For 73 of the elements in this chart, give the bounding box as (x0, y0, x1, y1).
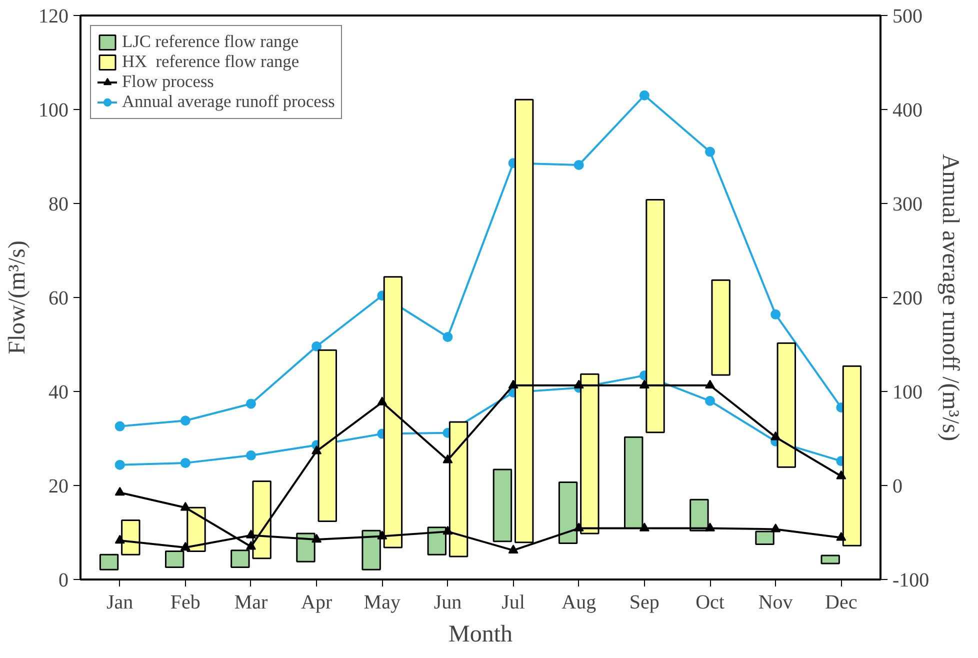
y2-tick-label: 500 (892, 6, 922, 28)
point (246, 540, 256, 550)
point (114, 534, 125, 544)
y2-axis-title: Annual average runoff /(m³/s) (937, 154, 964, 442)
point (705, 522, 716, 532)
bar (820, 554, 840, 564)
x-tick-label: May (364, 592, 400, 614)
y2-tick-label: 200 (892, 288, 922, 310)
point (442, 526, 453, 535)
point (312, 534, 322, 543)
point (180, 458, 190, 468)
point (180, 416, 190, 426)
x-tick-label: Nov (758, 592, 793, 614)
point (508, 544, 518, 554)
y2-tick-label: 100 (892, 382, 922, 404)
point (705, 146, 716, 157)
x-tick-label: Apr (301, 592, 332, 614)
y2-tick-label: -100 (892, 570, 930, 592)
point (114, 486, 125, 496)
point (246, 398, 256, 409)
point (246, 450, 256, 460)
point (377, 396, 388, 406)
point (508, 380, 518, 388)
point (574, 522, 584, 532)
point (639, 380, 650, 388)
y2-tick-label: 300 (892, 194, 922, 216)
y-tick-label: 120 (38, 6, 68, 28)
point (770, 431, 781, 440)
point (836, 470, 846, 480)
x-tick-label: Jun (434, 592, 462, 614)
point (180, 502, 190, 511)
x-tick-label: Jul (502, 592, 526, 614)
y2-tick-label: 400 (892, 100, 922, 122)
point (312, 341, 322, 352)
y-tick-label: 40 (48, 382, 68, 404)
point (442, 332, 453, 342)
y-tick-label: 100 (38, 100, 68, 122)
point (442, 454, 453, 464)
y-axis-title: Flow/(m³/s) (4, 240, 30, 354)
point (312, 445, 322, 454)
y-tick-label: 0 (58, 570, 68, 592)
point (836, 532, 846, 541)
legend-label: Annual average runoff process (122, 92, 335, 112)
x-tick-label: Sep (629, 592, 660, 614)
x-tick-label: Feb (170, 592, 200, 614)
x-axis-title: Month (448, 622, 513, 648)
point (705, 380, 716, 388)
point (114, 460, 125, 470)
legend-label: Flow process (122, 72, 214, 92)
point (180, 542, 190, 551)
point (574, 380, 584, 388)
y-tick-label: 20 (48, 476, 68, 498)
point (114, 421, 125, 432)
point (377, 530, 388, 540)
legend-label: LJC reference flow range (122, 32, 299, 52)
x-tick-label: Jan (106, 592, 134, 614)
point (770, 524, 781, 532)
point (574, 160, 584, 170)
bar (99, 554, 119, 570)
point (770, 309, 781, 320)
x-tick-label: Mar (234, 592, 268, 614)
point (246, 530, 256, 538)
x-tick-label: Oct (696, 592, 725, 614)
point (639, 522, 650, 532)
point (705, 396, 716, 406)
x-tick-label: Dec (825, 592, 858, 614)
x-tick-label: Aug (562, 592, 596, 614)
point (639, 90, 650, 100)
legend-label: HX reference flow range (122, 52, 300, 72)
bar (711, 279, 730, 376)
y-tick-label: 80 (48, 194, 68, 216)
y-tick-label: 60 (48, 288, 68, 310)
y2-tick-label: 0 (892, 476, 902, 498)
